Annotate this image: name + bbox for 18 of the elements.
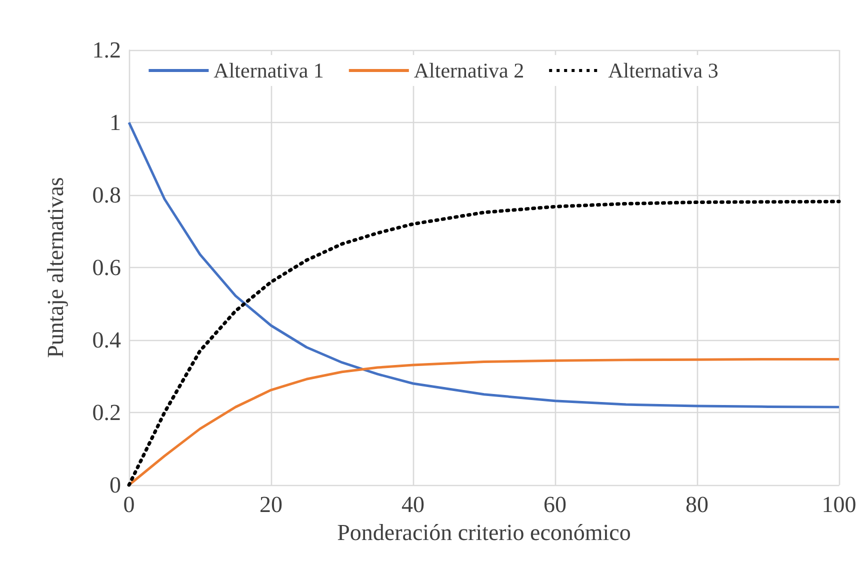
x-tick-label: 20 bbox=[260, 492, 282, 517]
y-tick-label: 0.2 bbox=[92, 400, 121, 425]
y-tick-label: 0.4 bbox=[92, 328, 122, 352]
legend-label: Alternativa 1 bbox=[214, 58, 324, 82]
y-axis-title: Puntaje alternativas bbox=[43, 177, 68, 358]
y-tick-label: 0 bbox=[110, 472, 121, 498]
x-tick-label: 100 bbox=[822, 492, 856, 517]
y-tick-label: 1 bbox=[110, 110, 121, 135]
legend-label: Alternativa 3 bbox=[608, 58, 718, 82]
x-tick-label: 80 bbox=[686, 492, 708, 517]
y-tick-label: 1.2 bbox=[92, 38, 121, 62]
x-tick-label: 40 bbox=[402, 492, 424, 517]
line-series bbox=[128, 121, 840, 408]
y-tick-label: 0.8 bbox=[92, 182, 121, 208]
x-axis-title: Ponderación criterio económico bbox=[337, 520, 631, 545]
legend-label: Alternativa 2 bbox=[414, 58, 524, 82]
x-tick-label: 60 bbox=[544, 492, 566, 517]
y-tick-label: 0.6 bbox=[92, 255, 121, 280]
